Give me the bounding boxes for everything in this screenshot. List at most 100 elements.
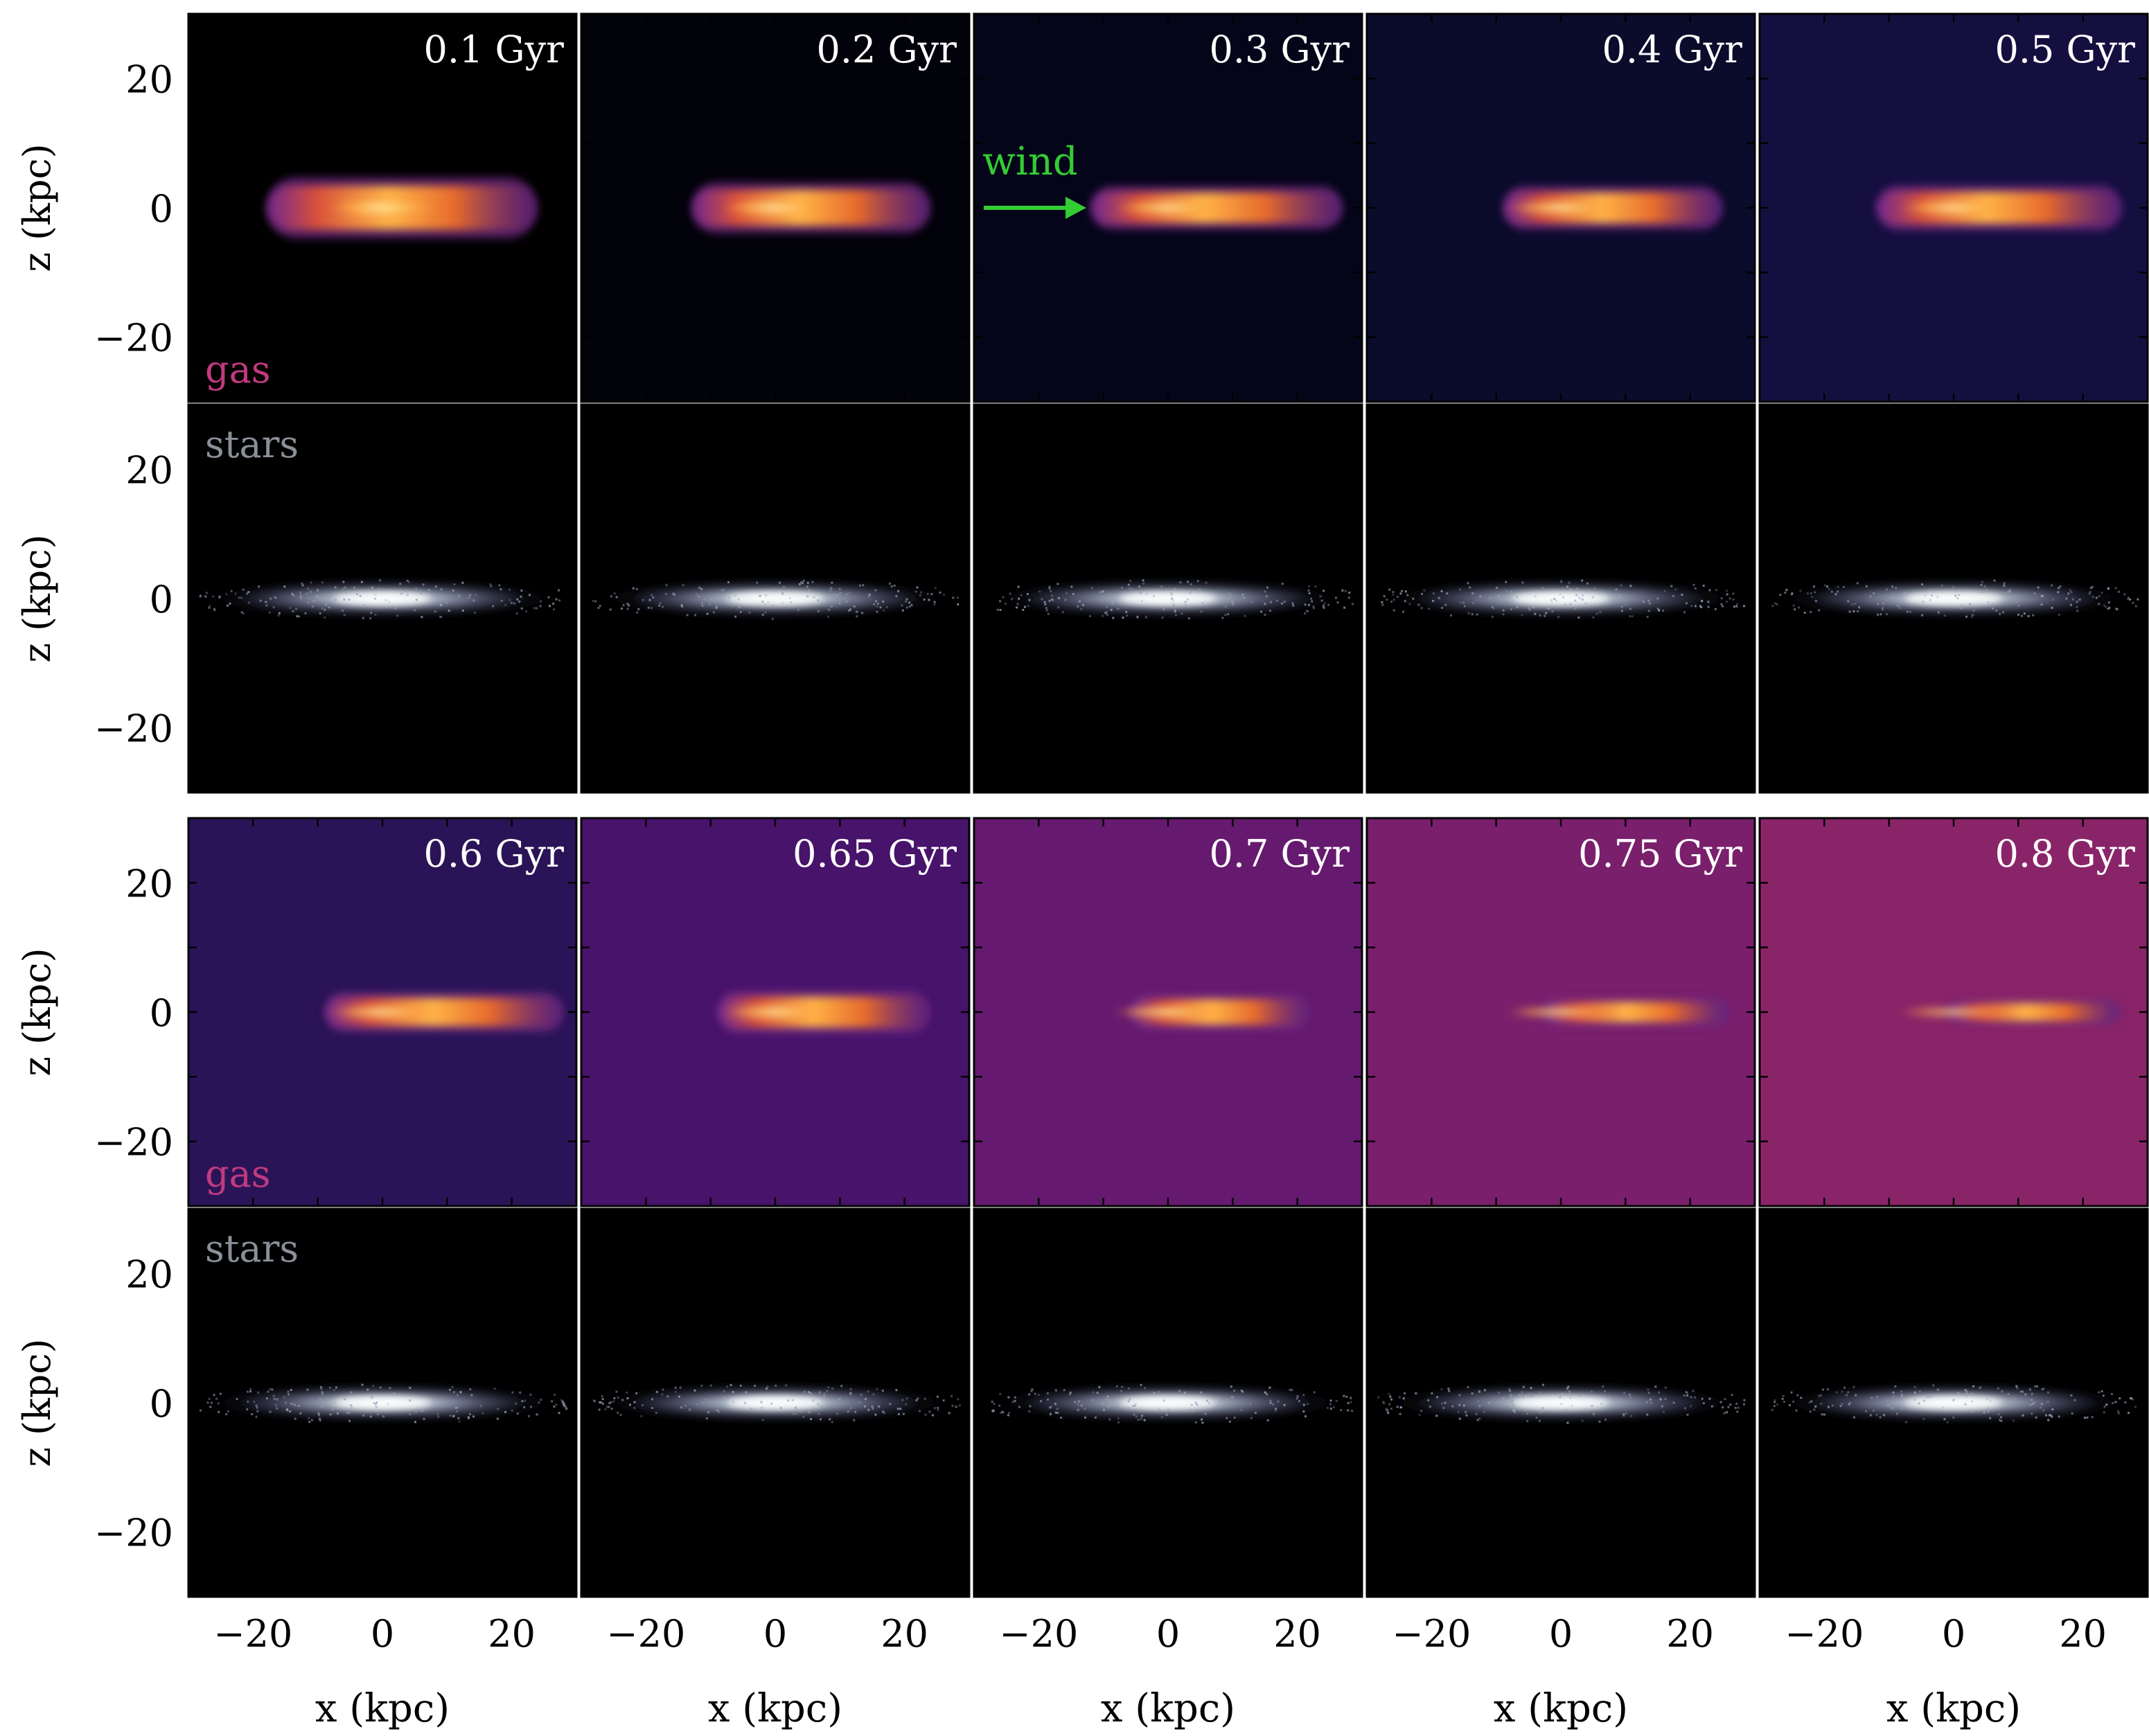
star-speck — [1936, 1388, 1939, 1391]
star-speck — [218, 596, 221, 599]
star-speck — [1167, 1408, 1169, 1411]
star-speck — [896, 1408, 899, 1410]
star-speck — [1172, 603, 1175, 605]
star-speck — [910, 604, 913, 607]
star-speck — [210, 1401, 213, 1404]
star-speck — [1023, 605, 1026, 608]
star-speck — [1843, 1386, 1846, 1389]
star-speck — [1773, 1404, 1776, 1407]
star-speck — [247, 601, 250, 604]
star-speck — [1522, 1385, 1525, 1388]
star-speck — [2071, 598, 2074, 601]
star-speck — [1510, 1394, 1512, 1397]
star-speck — [1546, 607, 1549, 610]
star-speck — [807, 1391, 810, 1394]
gas-core — [720, 1004, 831, 1020]
star-speck — [2024, 1393, 2027, 1396]
star-speck — [1105, 611, 1108, 614]
star-speck — [648, 599, 651, 601]
star-speck — [1574, 599, 1577, 602]
x-tick-label: 20 — [488, 1612, 536, 1656]
stellar-bulge — [1120, 592, 1217, 605]
star-speck — [2030, 1399, 2033, 1401]
star-speck — [1544, 614, 1546, 617]
star-speck — [1170, 594, 1173, 596]
star-speck — [1210, 1396, 1212, 1399]
star-speck — [641, 1404, 644, 1407]
star-speck — [1199, 588, 1201, 591]
star-speck — [888, 582, 891, 585]
star-speck — [626, 608, 629, 610]
star-speck — [1184, 603, 1187, 606]
star-speck — [718, 1410, 720, 1413]
star-speck — [1719, 1401, 1722, 1403]
star-speck — [344, 592, 347, 594]
star-speck — [1726, 593, 1728, 596]
gas-disk — [324, 992, 564, 1032]
star-speck — [375, 1401, 378, 1403]
star-speck — [661, 1393, 664, 1396]
star-speck — [1854, 602, 1857, 605]
star-speck — [1647, 1388, 1650, 1391]
star-speck — [1189, 592, 1192, 594]
y-tick-label: −20 — [94, 317, 173, 360]
star-speck — [1386, 599, 1388, 601]
star-speck — [745, 1391, 748, 1394]
star-speck — [1307, 603, 1310, 606]
star-speck — [1591, 1405, 1593, 1408]
star-speck — [806, 581, 809, 584]
star-speck — [1467, 582, 1469, 585]
gas-panel-ticks — [581, 818, 969, 1206]
star-speck — [2091, 1416, 2094, 1419]
star-speck — [633, 1406, 636, 1409]
gas-core — [1113, 1005, 1223, 1019]
star-speck — [319, 1417, 321, 1420]
star-speck — [734, 594, 737, 597]
star-speck — [1196, 580, 1199, 583]
star-speck — [1108, 1418, 1111, 1421]
star-speck — [934, 587, 937, 590]
star-speck — [1117, 608, 1120, 610]
star-speck — [930, 592, 933, 595]
star-speck — [1404, 1392, 1406, 1394]
star-speck — [451, 1385, 454, 1388]
star-speck — [642, 599, 644, 601]
x-tick-label: 20 — [1273, 1612, 1321, 1656]
star-speck — [1028, 1410, 1031, 1413]
star-speck — [1715, 589, 1718, 592]
star-speck — [369, 1415, 372, 1418]
star-speck — [520, 590, 523, 592]
star-speck — [369, 617, 372, 620]
star-speck — [308, 1421, 311, 1424]
star-speck — [1014, 1399, 1016, 1402]
star-speck — [1523, 1409, 1526, 1412]
star-speck — [1661, 1405, 1663, 1408]
star-speck — [1049, 1413, 1052, 1416]
star-speck — [372, 1385, 375, 1388]
star-speck — [704, 1398, 707, 1401]
star-speck — [1161, 617, 1164, 619]
star-speck — [1620, 584, 1622, 587]
star-speck — [276, 1407, 278, 1410]
star-speck — [382, 1415, 385, 1418]
star-speck — [2001, 1390, 2004, 1392]
star-speck — [1487, 1401, 1490, 1404]
star-speck — [376, 1413, 379, 1416]
star-speck — [242, 588, 245, 591]
star-speck — [1233, 1416, 1236, 1419]
star-speck — [350, 1391, 353, 1394]
star-speck — [1026, 592, 1029, 595]
star-speck — [763, 603, 766, 606]
star-speck — [204, 596, 207, 599]
stellar-bulge — [1512, 592, 1609, 605]
star-speck — [849, 1388, 852, 1390]
star-speck — [1233, 1389, 1236, 1392]
star-speck — [1983, 585, 1986, 587]
star-speck — [1839, 1405, 1842, 1408]
star-speck — [1541, 587, 1544, 590]
star-speck — [1528, 607, 1530, 610]
star-speck — [1565, 1409, 1568, 1412]
star-speck — [885, 605, 888, 608]
star-speck — [720, 589, 723, 592]
star-speck — [1028, 1393, 1031, 1396]
